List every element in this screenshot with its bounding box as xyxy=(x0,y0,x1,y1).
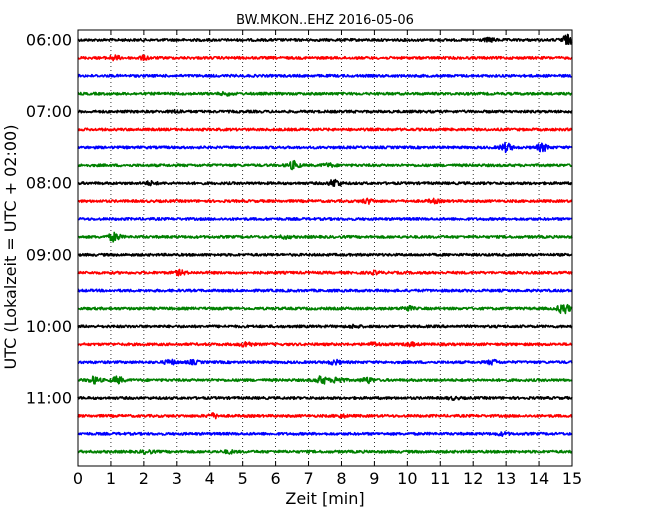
trace-group xyxy=(77,33,573,455)
x-tick-label: 3 xyxy=(172,469,182,488)
seismic-trace xyxy=(77,178,573,187)
seismic-trace xyxy=(77,252,573,257)
seismic-trace xyxy=(77,288,573,293)
seismic-trace xyxy=(77,358,573,366)
seismic-trace xyxy=(77,33,573,46)
x-tick-label: 14 xyxy=(529,469,549,488)
x-tick-label: 10 xyxy=(397,469,417,488)
x-tick-label: 1 xyxy=(106,469,116,488)
axes: 0 1 2 3 4 5 6 7 8 9 10 11 12 13 14 1506:0007:0008:0009:… xyxy=(26,29,582,488)
seismic-trace xyxy=(77,449,573,455)
seismic-trace xyxy=(77,375,573,385)
x-tick-label: 11 xyxy=(430,469,450,488)
x-tick-label: 13 xyxy=(496,469,516,488)
y-tick-label: 08:00 xyxy=(26,174,72,193)
seismic-trace xyxy=(77,159,573,171)
seismic-trace xyxy=(77,127,573,132)
seismic-trace xyxy=(77,73,573,78)
seismic-trace xyxy=(77,341,573,348)
x-tick-label: 6 xyxy=(271,469,281,488)
y-axis-label: UTC (Lokalzeit = UTC + 02:00) xyxy=(1,125,20,370)
x-tick-label: 12 xyxy=(463,469,483,488)
x-tick-label: 5 xyxy=(238,469,248,488)
x-tick-label: 9 xyxy=(369,469,379,488)
grid-lines xyxy=(110,30,540,466)
seismic-trace xyxy=(77,411,573,420)
chart-title: BW.MKON..EHZ 2016-05-06 xyxy=(236,13,414,28)
x-tick-label: 8 xyxy=(336,469,346,488)
seismic-trace xyxy=(77,303,573,315)
seismic-trace xyxy=(77,108,573,114)
plot-frame xyxy=(77,29,573,467)
x-tick-label: 15 xyxy=(562,469,582,488)
seismic-trace xyxy=(77,268,573,277)
seismic-trace xyxy=(77,197,573,205)
x-tick-label: 7 xyxy=(303,469,313,488)
x-tick-label: 2 xyxy=(139,469,149,488)
seismic-trace xyxy=(77,90,573,97)
seismic-trace xyxy=(77,323,573,329)
y-tick-label: 07:00 xyxy=(26,102,72,121)
y-tick-label: 10:00 xyxy=(26,317,72,336)
y-tick-label: 06:00 xyxy=(26,31,72,50)
x-axis-label: Zeit [min] xyxy=(285,489,364,508)
x-tick-label: 4 xyxy=(205,469,215,488)
seismic-trace xyxy=(77,141,573,154)
seismic-trace xyxy=(77,231,573,243)
seismic-trace xyxy=(77,54,573,62)
y-tick-label: 09:00 xyxy=(26,245,72,264)
x-tick-label: 0 xyxy=(73,469,83,488)
y-tick-label: 11:00 xyxy=(26,389,72,408)
seismic-trace xyxy=(77,395,573,401)
seismic-trace xyxy=(77,431,573,438)
seismic-trace xyxy=(77,216,573,222)
